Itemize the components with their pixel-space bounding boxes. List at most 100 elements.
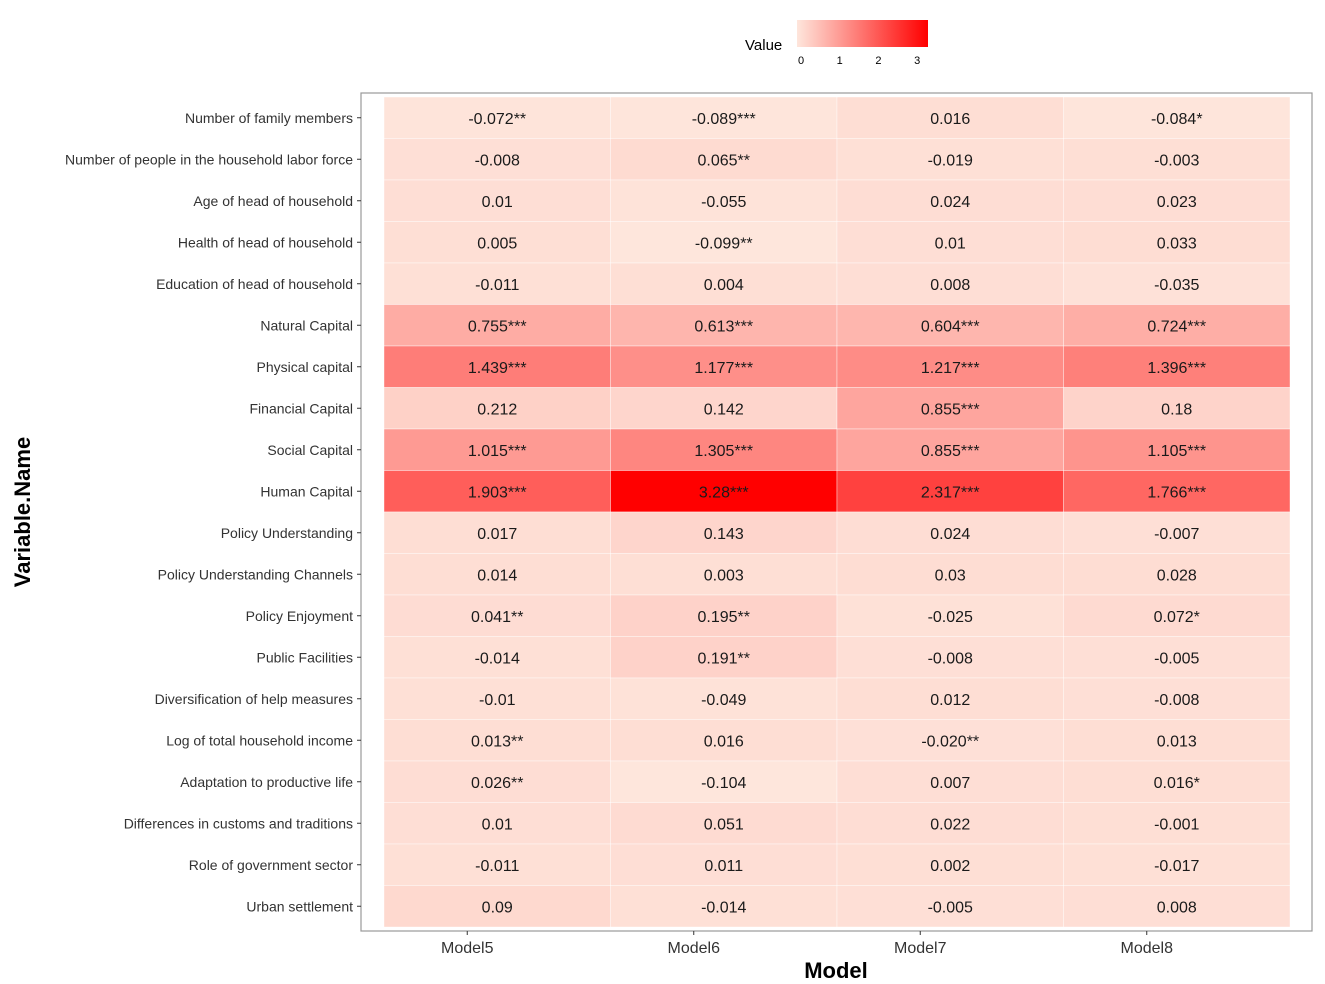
heatmap-cell bbox=[383, 470, 611, 513]
cell-value-label: -0.011 bbox=[475, 277, 519, 294]
heatmap-cell bbox=[836, 802, 1064, 845]
cell-value-label: 0.755*** bbox=[468, 318, 527, 335]
heatmap-cell bbox=[383, 262, 611, 305]
heatmap-cell bbox=[836, 387, 1064, 430]
row-label-adaptation-to-productive-life: Adaptation to productive life bbox=[180, 774, 353, 790]
cell-value-label: 0.604*** bbox=[921, 318, 980, 335]
heatmap-cell bbox=[1063, 387, 1291, 430]
cell-value-label: -0.084* bbox=[1151, 111, 1203, 128]
cell-value-label: 1.305*** bbox=[694, 443, 753, 460]
cell-value-label: 0.028 bbox=[1157, 567, 1197, 584]
cell-value-label: -0.072** bbox=[468, 111, 526, 128]
cell-value-label: 0.024 bbox=[930, 194, 970, 211]
heatmap-cell bbox=[836, 262, 1064, 305]
heatmap-cell bbox=[836, 345, 1064, 388]
heatmap-cell bbox=[610, 304, 838, 347]
heatmap-cell bbox=[383, 138, 611, 181]
heatmap-cell bbox=[610, 387, 838, 430]
heatmap-cell bbox=[383, 304, 611, 347]
cell-value-label: 0.016 bbox=[704, 733, 744, 750]
column-label-model7: Model7 bbox=[894, 940, 947, 957]
cell-value-label: 0.005 bbox=[477, 235, 517, 252]
heatmap-cell bbox=[610, 96, 838, 139]
legend-ticks: 0 1 2 3 bbox=[798, 47, 920, 67]
cell-value-label: 0.016* bbox=[1154, 775, 1200, 792]
heatmap-cell bbox=[1063, 594, 1291, 637]
cell-value-label: 1.766*** bbox=[1147, 484, 1206, 501]
heatmap-cell bbox=[1063, 96, 1291, 139]
heatmap-cell bbox=[383, 636, 611, 679]
heatmap-cell bbox=[610, 262, 838, 305]
cell-value-label: 0.191** bbox=[698, 650, 751, 667]
cell-value-label: -0.025 bbox=[928, 609, 973, 626]
cell-value-label: -0.005 bbox=[1154, 650, 1199, 667]
cell-value-label: 0.855*** bbox=[921, 443, 980, 460]
heatmap-cell bbox=[383, 221, 611, 264]
cell-value-label: 2.317*** bbox=[921, 484, 980, 501]
cell-value-label: 0.142 bbox=[704, 401, 744, 418]
cell-value-label: 0.041** bbox=[471, 609, 524, 626]
heatmap-cell bbox=[610, 138, 838, 181]
cell-value-label: 0.01 bbox=[935, 235, 966, 252]
heatmap-cell bbox=[1063, 760, 1291, 803]
row-label-policy-understanding: Policy Understanding bbox=[221, 525, 353, 541]
cell-value-label: 0.023 bbox=[1157, 194, 1197, 211]
heatmap-cell bbox=[610, 428, 838, 471]
heatmap-cell bbox=[836, 594, 1064, 637]
cell-value-label: 1.439*** bbox=[468, 360, 527, 377]
heatmap-cell bbox=[836, 719, 1064, 762]
cell-value-label: 0.033 bbox=[1157, 235, 1197, 252]
heatmap-cell bbox=[610, 677, 838, 720]
heatmap-cell bbox=[1063, 885, 1291, 928]
heatmap-cell bbox=[1063, 553, 1291, 596]
cell-value-label: 0.724*** bbox=[1147, 318, 1206, 335]
cell-value-label: -0.001 bbox=[1154, 816, 1199, 833]
cell-value-label: 0.613*** bbox=[694, 318, 753, 335]
cell-value-label: 0.017 bbox=[477, 526, 517, 543]
cell-value-label: 0.002 bbox=[930, 858, 970, 875]
cell-value-label: 0.012 bbox=[930, 692, 970, 709]
cell-value-label: -0.014 bbox=[475, 650, 520, 667]
cell-value-label: -0.011 bbox=[475, 858, 519, 875]
heatmap-cell bbox=[836, 428, 1064, 471]
heatmap-cell bbox=[1063, 511, 1291, 554]
legend-colorbar bbox=[797, 20, 928, 47]
cell-value-label: 0.855*** bbox=[921, 401, 980, 418]
cell-value-label: 0.004 bbox=[704, 277, 744, 294]
row-label-physical-capital: Physical capital bbox=[257, 359, 354, 375]
row-label-education-of-head-of-household: Education of head of household bbox=[156, 276, 353, 292]
heatmap-cell bbox=[1063, 428, 1291, 471]
cell-value-label: 1.396*** bbox=[1147, 360, 1206, 377]
column-label-model5: Model5 bbox=[441, 940, 494, 957]
cell-value-label: 0.195** bbox=[698, 609, 751, 626]
cell-value-label: 1.217*** bbox=[921, 360, 980, 377]
cell-value-label: 0.03 bbox=[935, 567, 966, 584]
heatmap-cell bbox=[383, 345, 611, 388]
cell-value-label: -0.099** bbox=[695, 235, 753, 252]
heatmap-cell bbox=[383, 428, 611, 471]
heatmap-cell bbox=[383, 719, 611, 762]
cell-value-label: 0.013 bbox=[1157, 733, 1197, 750]
column-label-model6: Model6 bbox=[668, 940, 721, 957]
heatmap-cell bbox=[836, 677, 1064, 720]
heatmap-cell bbox=[1063, 677, 1291, 720]
row-label-policy-understanding-channels: Policy Understanding Channels bbox=[158, 566, 353, 582]
cell-value-label: -0.104 bbox=[701, 775, 746, 792]
cell-value-label: -0.055 bbox=[701, 194, 746, 211]
heatmap-cell bbox=[836, 470, 1064, 513]
row-label-number-of-family-members: Number of family members bbox=[185, 110, 353, 126]
heatmap-cell bbox=[1063, 636, 1291, 679]
heatmap-cell bbox=[1063, 138, 1291, 181]
row-label-log-of-total-household-income: Log of total household income bbox=[166, 732, 353, 748]
legend: Value 0 1 2 3 bbox=[745, 20, 928, 67]
heatmap-cell bbox=[383, 802, 611, 845]
heatmap-cell bbox=[383, 760, 611, 803]
heatmap-cell bbox=[610, 594, 838, 637]
cell-value-label: 0.143 bbox=[704, 526, 744, 543]
cell-value-label: 0.072* bbox=[1154, 609, 1200, 626]
row-label-public-facilities: Public Facilities bbox=[257, 649, 353, 665]
heatmap-cell bbox=[836, 760, 1064, 803]
row-label-natural-capital: Natural Capital bbox=[260, 317, 353, 333]
heatmap-cell bbox=[610, 802, 838, 845]
